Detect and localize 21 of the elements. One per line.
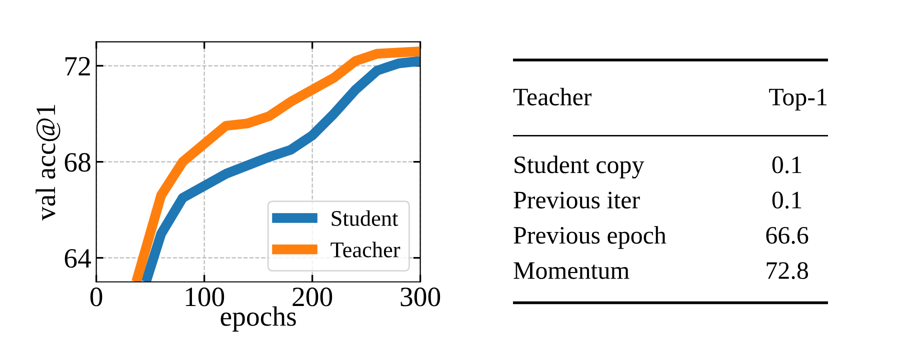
data-label: 72.8 xyxy=(766,262,808,280)
text: Teacher xyxy=(513,88,592,106)
y-tick-label: 68 xyxy=(64,152,90,172)
data-label: 0.1 xyxy=(772,156,802,174)
x-tick-label: 100 xyxy=(186,288,224,306)
data-label: 66.6 xyxy=(766,226,808,244)
category-label: Previous iter xyxy=(514,192,640,209)
text: Top-1 xyxy=(769,88,826,111)
x-axis-title: epochs xyxy=(220,306,296,332)
y-axis-title: val acc@1 xyxy=(36,104,60,220)
category-label: Momentum xyxy=(514,262,630,280)
legend-label: Teacher xyxy=(330,242,400,258)
y-tick-label: 72 xyxy=(65,57,90,76)
category-label: Student copy xyxy=(514,156,644,178)
legend-label: Student xyxy=(332,210,398,226)
category-label: Previous epoch xyxy=(514,226,666,249)
x-tick-label: 0 xyxy=(90,288,102,306)
y-tick-label: 64 xyxy=(64,249,92,268)
x-tick-label: 300 xyxy=(400,288,440,306)
x-tick-label: 200 xyxy=(292,288,332,306)
data-label: 0.1 xyxy=(772,192,802,209)
